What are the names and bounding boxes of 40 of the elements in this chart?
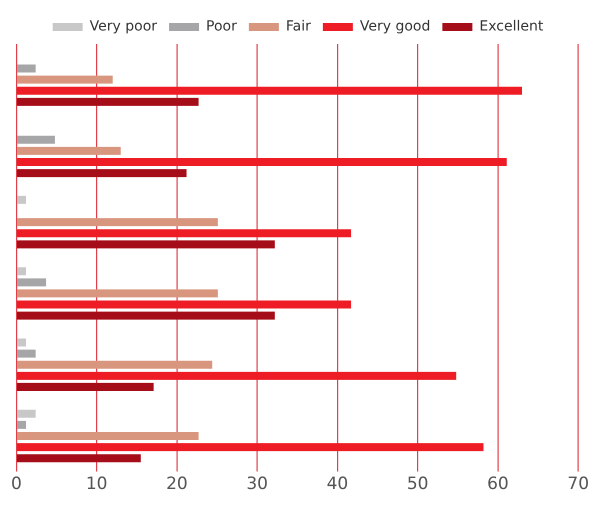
bar xyxy=(17,136,55,144)
bar xyxy=(17,240,275,248)
bar xyxy=(17,267,26,276)
bar xyxy=(17,158,507,166)
legend-label: Poor xyxy=(206,18,238,35)
bar xyxy=(17,420,26,429)
bar xyxy=(17,372,456,380)
bar xyxy=(17,300,352,309)
bar xyxy=(17,218,218,226)
bar xyxy=(17,443,484,452)
bar xyxy=(17,338,26,346)
x-tick-label: 0 xyxy=(10,474,22,494)
x-tick-label: 30 xyxy=(246,474,268,494)
bar xyxy=(17,454,141,462)
bar xyxy=(17,410,36,418)
bar xyxy=(17,432,199,440)
bar xyxy=(17,196,26,204)
bar xyxy=(17,146,121,155)
bar xyxy=(17,278,46,286)
x-tick-label: 10 xyxy=(86,474,108,494)
bar xyxy=(17,86,522,95)
legend-label: Fair xyxy=(286,18,312,35)
legend-label: Very good xyxy=(360,18,430,35)
bar xyxy=(17,98,199,106)
x-tick-label: 60 xyxy=(487,474,509,494)
bar xyxy=(17,350,36,358)
bar xyxy=(17,312,275,320)
bar xyxy=(17,64,36,73)
bar xyxy=(17,169,187,178)
x-tick-label: 40 xyxy=(326,474,348,494)
x-tick-label: 70 xyxy=(567,474,590,494)
bar xyxy=(17,76,113,84)
x-tick-label: 50 xyxy=(406,474,428,494)
bar xyxy=(17,360,212,369)
bar xyxy=(17,289,218,298)
legend-label: Very poor xyxy=(90,18,158,35)
legend-label: Excellent xyxy=(479,18,544,35)
bar xyxy=(17,229,352,238)
bar xyxy=(17,382,154,391)
x-tick-label: 20 xyxy=(166,474,188,494)
